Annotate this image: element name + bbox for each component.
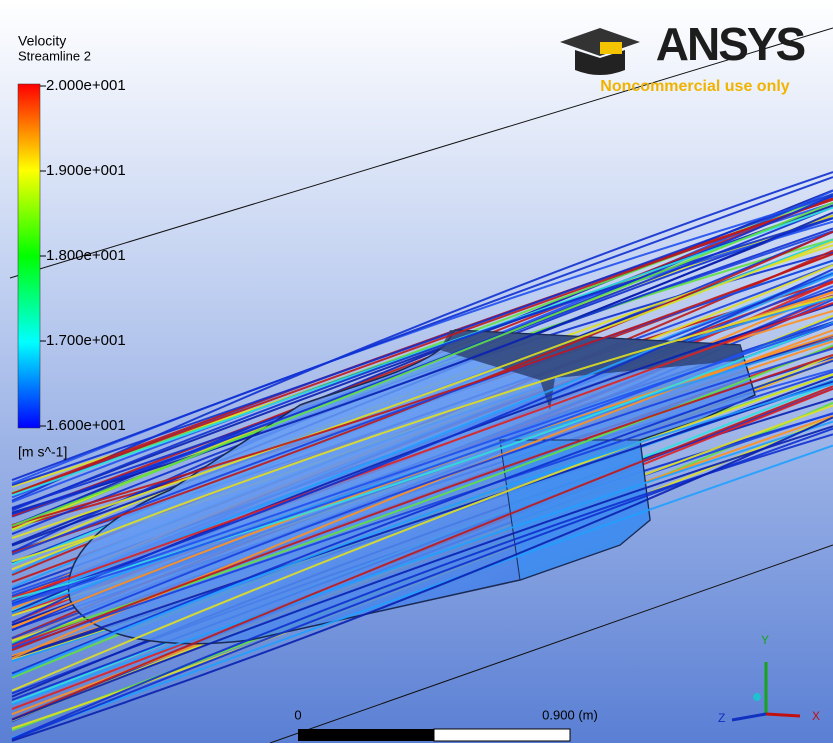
legend-tick-label: 2.000e+001: [46, 77, 126, 94]
y-axis-label: Y: [761, 633, 769, 647]
color-bar: [18, 84, 40, 428]
legend-subtitle: Streamline 2: [18, 48, 91, 63]
logo-note: Noncommercial use only: [600, 78, 789, 95]
z-axis-label: Z: [718, 711, 725, 725]
legend-tick-label: 1.800e+001: [46, 247, 126, 264]
legend-tick-label: 1.600e+001: [46, 417, 126, 434]
scale-segment: [434, 729, 570, 741]
logo-cap-band: [600, 42, 622, 54]
x-axis-arrow: [766, 714, 800, 716]
triad-center: [753, 693, 761, 701]
scale-end: 0.900 (m): [542, 707, 598, 722]
legend-tick-label: 1.900e+001: [46, 162, 126, 179]
legend-unit: [m s^-1]: [18, 444, 67, 460]
scale-segment: [298, 729, 434, 741]
viewport: Velocity Streamline 2 2.000e+001 1.900e+0…: [0, 0, 833, 743]
x-axis-label: X: [812, 709, 820, 723]
legend-tick-label: 1.700e+001: [46, 332, 126, 349]
scale-start: 0: [294, 707, 301, 722]
logo-brand: ANSYS: [656, 18, 805, 70]
legend-title: Velocity: [18, 33, 66, 49]
